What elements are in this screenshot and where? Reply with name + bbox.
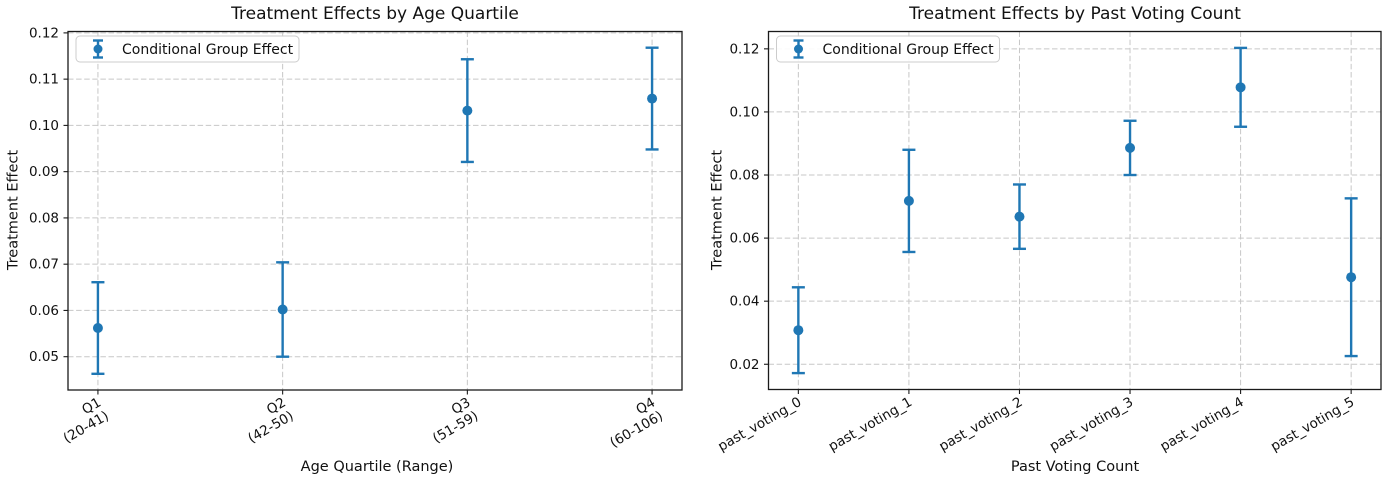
x-tick-label: past_voting_1 (826, 394, 915, 455)
errorbar-point-past-voting-2 (1012, 183, 1026, 251)
y-tick-label: 0.10 (729, 104, 759, 120)
y-tick-label: 0.12 (29, 25, 59, 41)
x-tick-label: Q4(60-106) (600, 395, 666, 451)
legend-box (776, 35, 1000, 63)
data-point-marker (1014, 211, 1025, 222)
x-tick-label: past_voting_5 (1268, 394, 1357, 455)
y-tick-label: 0.12 (729, 41, 759, 57)
left-chart-ylabel: Treatment Effect (5, 149, 22, 271)
errorbar-point-past-voting-1 (902, 148, 916, 254)
errorbar-point-q3 (460, 58, 474, 164)
chart-age-quartile: 0.05 0.06 0.07 0.08 0.09 0.10 0.11 0.12 Q1(20-41… (29, 25, 683, 451)
left-chart-title: Treatment Effects by Age Quartile (231, 4, 519, 24)
errorbar-point-past-voting-0 (791, 286, 805, 375)
y-tick-label: 0.08 (29, 210, 59, 226)
left-chart-xlabel: Age Quartile (Range) (300, 459, 454, 475)
right-chart-ylabel: Treatment Effect (709, 149, 726, 271)
legend-marker-icon (794, 44, 803, 54)
y-tick-label: 0.06 (729, 231, 759, 247)
errorbar-point-q4 (645, 46, 659, 151)
errorbar-point-past-voting-5 (1344, 197, 1358, 358)
y-tick-label: 0.11 (29, 72, 59, 88)
legend-label: Conditional Group Effect (823, 42, 995, 58)
y-tick-label: 0.06 (29, 303, 59, 319)
legend: Conditional Group Effect (75, 35, 300, 63)
errorbar-point-q1 (91, 281, 105, 376)
legend-box (75, 35, 300, 63)
chart-past-voting: 0.02 0.04 0.06 0.08 0.10 0.12 past_voting_0 pas… (715, 30, 1382, 455)
right-chart-xlabel: Past Voting Count (1010, 459, 1140, 475)
errorbar-point-past-voting-4 (1234, 46, 1248, 128)
y-tick-label: 0.07 (29, 257, 59, 273)
y-tick-label: 0.08 (729, 168, 759, 184)
x-tick-label: Q2(42-50) (238, 395, 297, 447)
data-point-marker (277, 304, 288, 315)
plot-border (67, 30, 683, 391)
y-tick-label: 0.09 (29, 164, 59, 180)
data-point-marker (647, 93, 658, 104)
legend-marker-icon (93, 44, 103, 54)
data-point-marker (793, 325, 804, 336)
y-tick-label: 0.10 (29, 118, 59, 134)
plot-border (767, 30, 1382, 391)
errorbar-point-q2 (276, 261, 290, 358)
x-tick-label: Q1(20-41) (53, 395, 112, 447)
errorbar-point-past-voting-3 (1123, 119, 1137, 177)
x-tick-label: past_voting_4 (1157, 394, 1246, 455)
legend-label: Conditional Group Effect (122, 42, 294, 58)
data-point-marker (1125, 142, 1136, 153)
y-tick-label: 0.04 (729, 294, 759, 310)
data-point-marker (1346, 272, 1357, 283)
right-chart-title: Treatment Effects by Past Voting Count (909, 4, 1241, 24)
data-point-marker (92, 323, 103, 334)
data-point-marker (903, 195, 914, 206)
y-tick-label: 0.02 (729, 357, 759, 373)
data-point-marker (1235, 82, 1246, 93)
data-point-marker (462, 105, 473, 116)
y-tick-label: 0.05 (29, 349, 59, 365)
x-tick-label: past_voting_2 (936, 394, 1025, 455)
x-tick-label: Q3(51-59) (422, 395, 481, 447)
x-tick-label: past_voting_3 (1047, 394, 1136, 455)
legend: Conditional Group Effect (776, 35, 1000, 63)
x-tick-label: past_voting_0 (715, 394, 804, 455)
